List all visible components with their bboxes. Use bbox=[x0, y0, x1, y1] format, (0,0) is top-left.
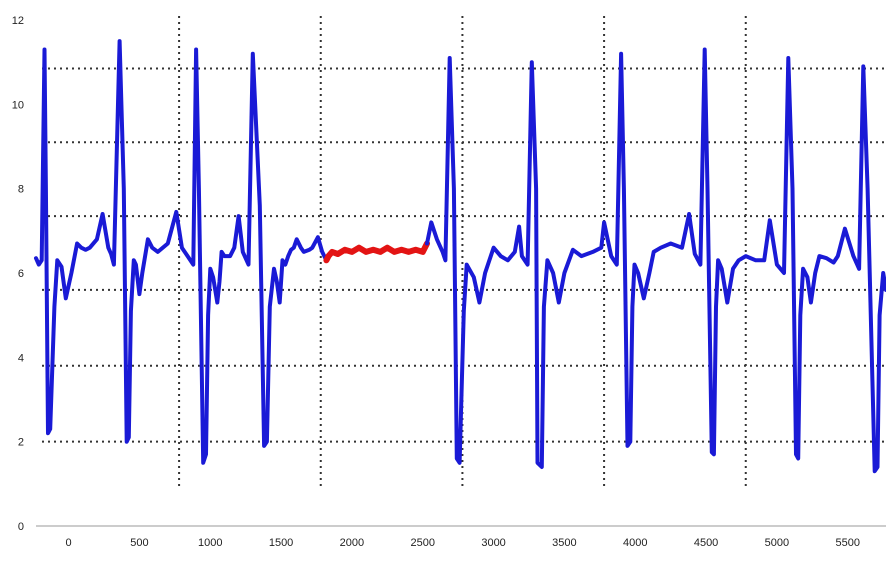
y-tick-label: 2 bbox=[18, 437, 24, 449]
x-tick-label: 5000 bbox=[765, 537, 789, 549]
x-tick-label: 500 bbox=[130, 537, 148, 549]
y-tick-label: 10 bbox=[12, 99, 24, 111]
x-tick-label: 5500 bbox=[836, 537, 860, 549]
y-tick-label: 4 bbox=[18, 352, 24, 364]
y-tick-label: 8 bbox=[18, 184, 24, 196]
series-line-2 bbox=[323, 240, 430, 264]
series-lines bbox=[34, 39, 886, 474]
y-tick-label: 12 bbox=[12, 15, 24, 27]
series-line-3 bbox=[425, 47, 886, 474]
x-tick-label: 1500 bbox=[269, 537, 293, 549]
grid-lines bbox=[42, 16, 886, 490]
x-tick-label: 1000 bbox=[198, 537, 222, 549]
x-tick-label: 3000 bbox=[481, 537, 505, 549]
x-tick-label: 4000 bbox=[623, 537, 647, 549]
x-tick-label: 3500 bbox=[552, 537, 576, 549]
series-line-1 bbox=[34, 39, 329, 465]
y-tick-label: 6 bbox=[18, 268, 24, 280]
y-tick-label: 0 bbox=[18, 521, 24, 533]
x-tick-label: 2000 bbox=[340, 537, 364, 549]
x-tick-label: 4500 bbox=[694, 537, 718, 549]
x-tick-label: 2500 bbox=[411, 537, 435, 549]
x-tick-label: 0 bbox=[66, 537, 72, 549]
tick-labels: 0 500 1000 1500 2000 2500 3000 3500 4000 4500 5000… bbox=[12, 15, 860, 549]
